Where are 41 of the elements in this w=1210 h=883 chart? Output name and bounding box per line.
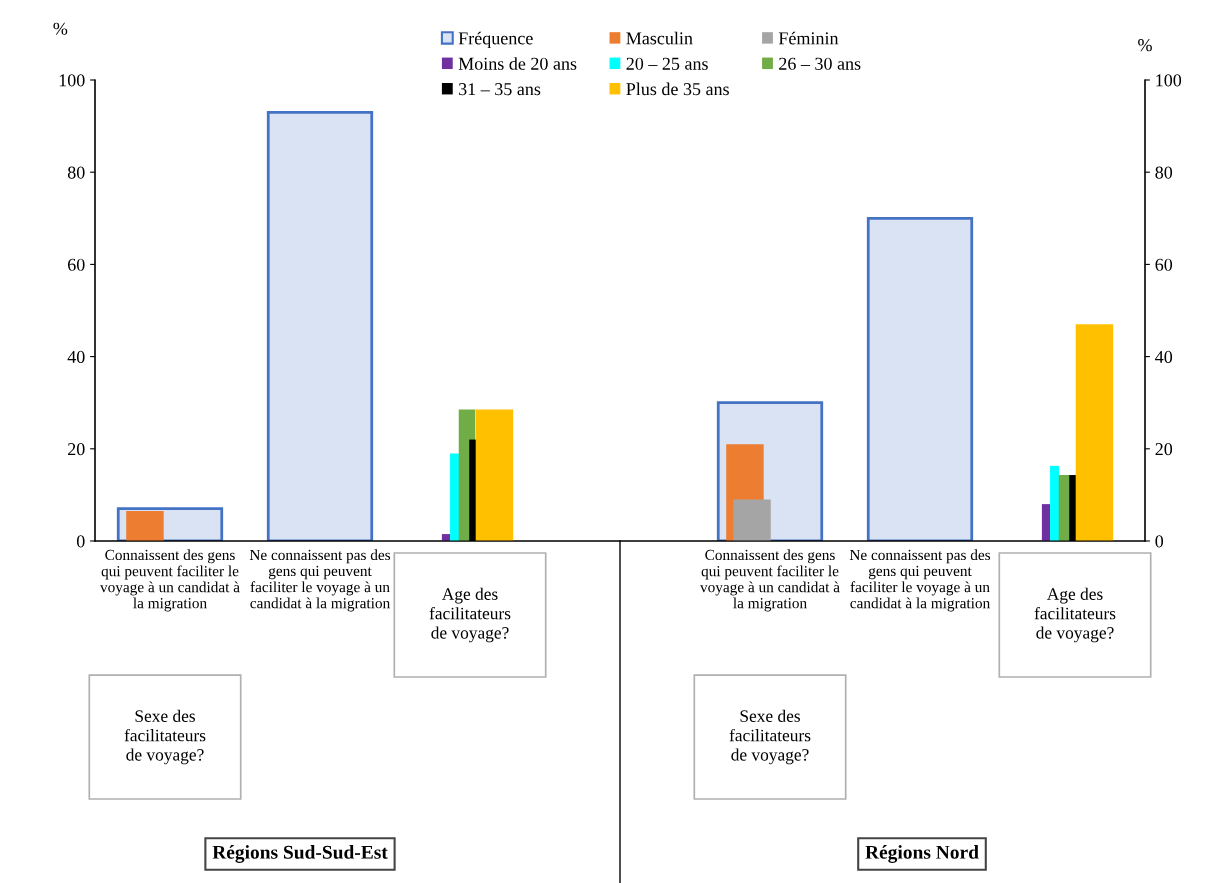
bar (1050, 465, 1060, 541)
text: Régions Sud-Sud-Est (212, 845, 388, 863)
bar (475, 409, 514, 541)
legend-label: 20 – 25 ans (626, 57, 708, 70)
y-tick-label: 60 (68, 258, 85, 271)
text: Sexe des facilitateurs de voyage? (124, 709, 206, 765)
legend-label: Fréquence (458, 31, 533, 49)
legend-label: Plus de 35 ans (626, 82, 729, 96)
bar (450, 453, 460, 541)
text: Régions Nord (865, 845, 979, 863)
legend-label: 31 – 35 ans (459, 83, 541, 96)
bar (1075, 324, 1114, 541)
y2-tick-label: 80 (1155, 166, 1173, 179)
text: Sexe des facilitateurs de voyage? (729, 709, 811, 765)
legend-label: Masculin (626, 31, 693, 45)
y2-tick-label: 40 (1155, 350, 1173, 364)
x-tick-label: Ne connaissent pas des gens qui peuvent faciliter le voyage à un candidat à la migration (249, 549, 391, 612)
bar (1041, 504, 1051, 541)
y2-tick-label: 100 (1156, 74, 1182, 87)
x-tick-label: Connaissent des gens qui peuvent faciliter le voyage à un candidat à la migration (700, 549, 840, 612)
x-tick-label: Connaissent des gens qui peuvent faciliter le voyage à un candidat à la migration (100, 549, 240, 612)
bar (733, 499, 771, 541)
y-tick-label: 100 (59, 74, 85, 87)
bar (126, 511, 164, 541)
y2-axis-title: % (1138, 39, 1152, 52)
legend-label: Moins de 20 ans (458, 57, 577, 70)
y-tick-label: 0 (76, 535, 85, 548)
y-tick-label: 20 (68, 443, 85, 456)
legend-label: Féminin (778, 31, 839, 45)
x-tick-label: Ne connaissent pas des gens qui peuvent faciliter le voyage à un candidat à la migration (849, 549, 991, 612)
y-tick-label: 40 (67, 350, 85, 364)
y-tick-label: 80 (67, 166, 85, 179)
y2-tick-label: 20 (1155, 443, 1173, 456)
bar (266, 110, 374, 541)
y2-tick-label: 60 (1155, 258, 1173, 271)
text: Age des facilitateurs de voyage? (429, 587, 511, 643)
y2-tick-label: 0 (1155, 535, 1164, 548)
y-axis-title: % (53, 22, 68, 35)
text: Age des facilitateurs de voyage? (1034, 587, 1116, 643)
bar (866, 216, 974, 541)
legend-label: 26 – 30 ans (779, 57, 861, 70)
